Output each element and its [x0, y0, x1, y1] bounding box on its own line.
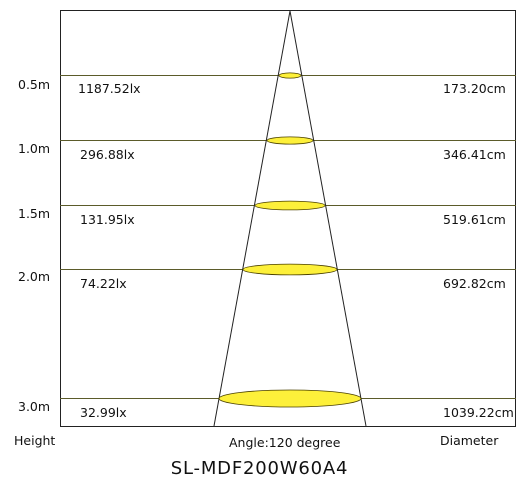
lux-value: 32.99lx [80, 405, 127, 420]
height-label: 0.5m [18, 77, 51, 92]
light-spot-2.0m [242, 263, 338, 276]
diameter-column-label: Diameter [440, 433, 499, 448]
model-name: SL-MDF200W60A4 [170, 458, 349, 479]
beam-edge-left [213, 10, 291, 427]
light-spot-3.0m [218, 389, 362, 408]
diameter-value: 346.41cm [443, 147, 506, 162]
diagram-frame [60, 10, 516, 427]
lux-value: 1187.52lx [78, 81, 141, 96]
beam-angle-label: Angle:120 degree [229, 435, 341, 450]
diameter-value: 1039.22cm [443, 405, 514, 420]
diameter-value: 519.61cm [443, 212, 506, 227]
height-label: 2.0m [18, 269, 51, 284]
height-label: 1.0m [18, 141, 51, 156]
height-label: 1.5m [18, 206, 51, 221]
lux-value: 131.95lx [80, 212, 135, 227]
diameter-value: 173.20cm [443, 81, 506, 96]
light-spot-1.0m [266, 136, 314, 145]
light-spot-1.5m [254, 200, 326, 211]
height-column-label: Height [14, 433, 56, 448]
beam-edge-right [289, 10, 367, 427]
light-spot-0.5m [278, 72, 302, 79]
height-label: 3.0m [18, 399, 51, 414]
lux-value: 74.22lx [80, 276, 127, 291]
diameter-value: 692.82cm [443, 276, 506, 291]
lux-value: 296.88lx [80, 147, 135, 162]
